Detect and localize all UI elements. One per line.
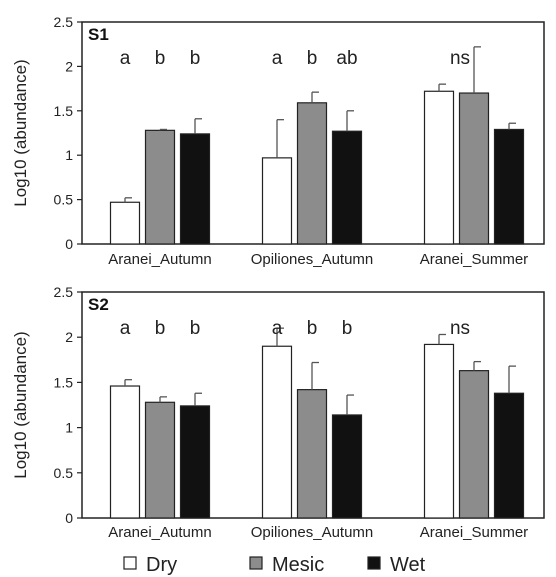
y-tick-label: 1	[65, 420, 73, 436]
significance-label: b	[155, 318, 166, 339]
significance-label: ab	[336, 48, 357, 69]
legend-label: Dry	[146, 554, 177, 576]
bar	[144, 401, 176, 519]
significance-label: b	[190, 48, 201, 69]
significance-label: a	[272, 48, 283, 69]
bar	[296, 389, 328, 519]
significance-label: b	[307, 48, 318, 69]
significance-label: b	[190, 318, 201, 339]
y-tick-label: 1.5	[54, 374, 74, 390]
bar	[331, 414, 363, 519]
legend-label: Wet	[390, 554, 426, 576]
bar	[179, 133, 211, 245]
y-tick-label: 0.5	[54, 192, 74, 208]
y-axis-title: Log10 (abundance)	[11, 59, 30, 206]
bar	[144, 129, 176, 245]
legend-swatch	[367, 556, 381, 570]
y-tick-label: 1	[65, 147, 73, 163]
significance-label: ns	[450, 48, 470, 69]
significance-label: b	[155, 48, 166, 69]
bar	[261, 345, 293, 519]
bar	[423, 343, 455, 519]
bar	[296, 102, 328, 245]
y-tick-label: 0.5	[54, 465, 74, 481]
y-tick-label: 0	[65, 236, 73, 252]
legend-label: Mesic	[272, 554, 324, 576]
significance-label: b	[307, 318, 318, 339]
significance-label: a	[120, 48, 131, 69]
y-tick-label: 2	[65, 58, 73, 74]
panel-s1: 0 0.5 1 1.5 2 2.5 Log10 (abundance) S1 Aranei_Au…	[11, 14, 545, 268]
bar	[493, 392, 525, 519]
bar	[423, 90, 455, 245]
category-label: Aranei_Autumn	[108, 524, 211, 541]
y-tick-label: 2.5	[54, 284, 74, 300]
legend-swatch	[123, 556, 137, 570]
y-tick-label: 0	[65, 510, 73, 526]
category-label: Aranei_Summer	[420, 524, 528, 541]
significance-label: a	[272, 318, 283, 339]
bar	[261, 157, 293, 245]
y-axis-title: Log10 (abundance)	[11, 331, 30, 478]
category-label: Opiliones_Autumn	[251, 524, 374, 541]
significance-label: ns	[450, 318, 470, 339]
y-tick-label: 1.5	[54, 103, 74, 119]
category-label: Aranei_Autumn	[108, 251, 211, 268]
panel-label: S1	[88, 25, 109, 44]
bar	[179, 405, 211, 519]
bar	[109, 385, 141, 519]
y-tick-label: 2	[65, 329, 73, 345]
bar	[458, 92, 490, 245]
bar	[493, 128, 525, 245]
panel-s2: 0 0.5 1 1.5 2 2.5 Log10 (abundance) S2 Aranei_Au…	[11, 284, 545, 541]
bar	[109, 201, 141, 245]
panel-label: S2	[88, 295, 109, 314]
legend-swatch	[249, 556, 263, 570]
y-tick-label: 2.5	[54, 14, 74, 30]
category-label: Aranei_Summer	[420, 251, 528, 268]
significance-label: b	[342, 318, 353, 339]
legend: Dry Mesic Wet	[123, 554, 426, 576]
category-label: Opiliones_Autumn	[251, 251, 374, 268]
significance-label: a	[120, 318, 131, 339]
bar	[331, 130, 363, 245]
bar	[458, 370, 490, 519]
